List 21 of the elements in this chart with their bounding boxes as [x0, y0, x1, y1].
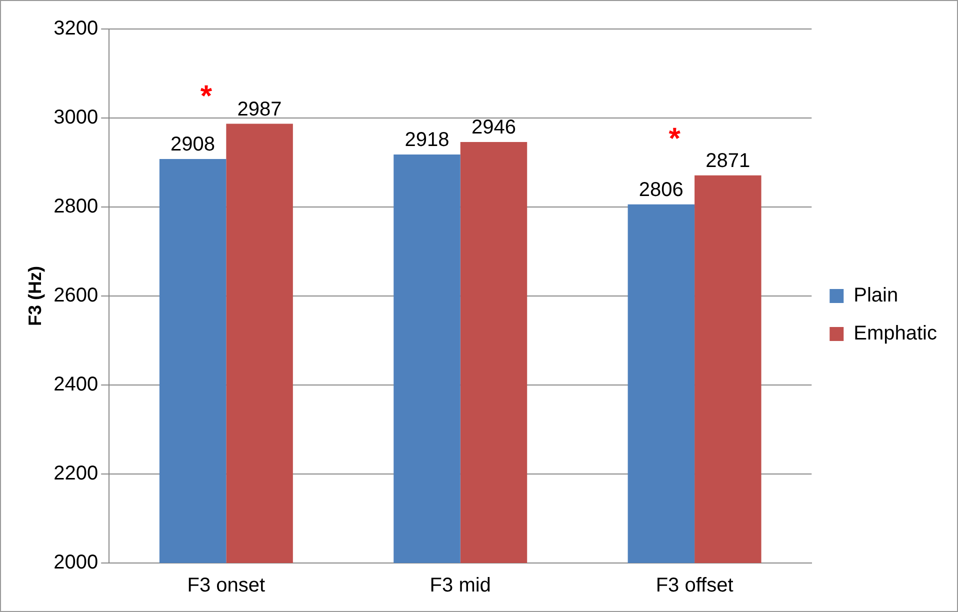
- x-tick-label: F3 mid: [430, 574, 491, 597]
- y-tick-label: 2200: [54, 462, 98, 485]
- y-tick-label: 3200: [54, 18, 98, 40]
- data-label: 2908: [170, 133, 216, 156]
- y-axis-title: F3 (Hz): [24, 266, 45, 326]
- y-tick-label: 2000: [54, 552, 98, 574]
- data-label: 2918: [404, 129, 450, 152]
- y-tick-label: 3000: [54, 106, 98, 129]
- y-tick-label: 2400: [54, 374, 98, 396]
- data-label: 2987: [237, 98, 282, 120]
- annotation: *: [668, 122, 681, 156]
- y-tick-label: 2800: [54, 196, 98, 218]
- data-label: 2946: [471, 116, 516, 139]
- legend-label: Plain: [854, 284, 898, 307]
- annotation: *: [200, 80, 212, 114]
- x-tick-label: F3 offset: [656, 574, 734, 597]
- data-label: 2806: [638, 178, 684, 201]
- x-tick-label: F3 onset: [187, 574, 266, 597]
- legend-label: Emphatic: [854, 322, 938, 345]
- y-tick-label: 2600: [54, 284, 98, 307]
- data-label: 2871: [706, 150, 750, 172]
